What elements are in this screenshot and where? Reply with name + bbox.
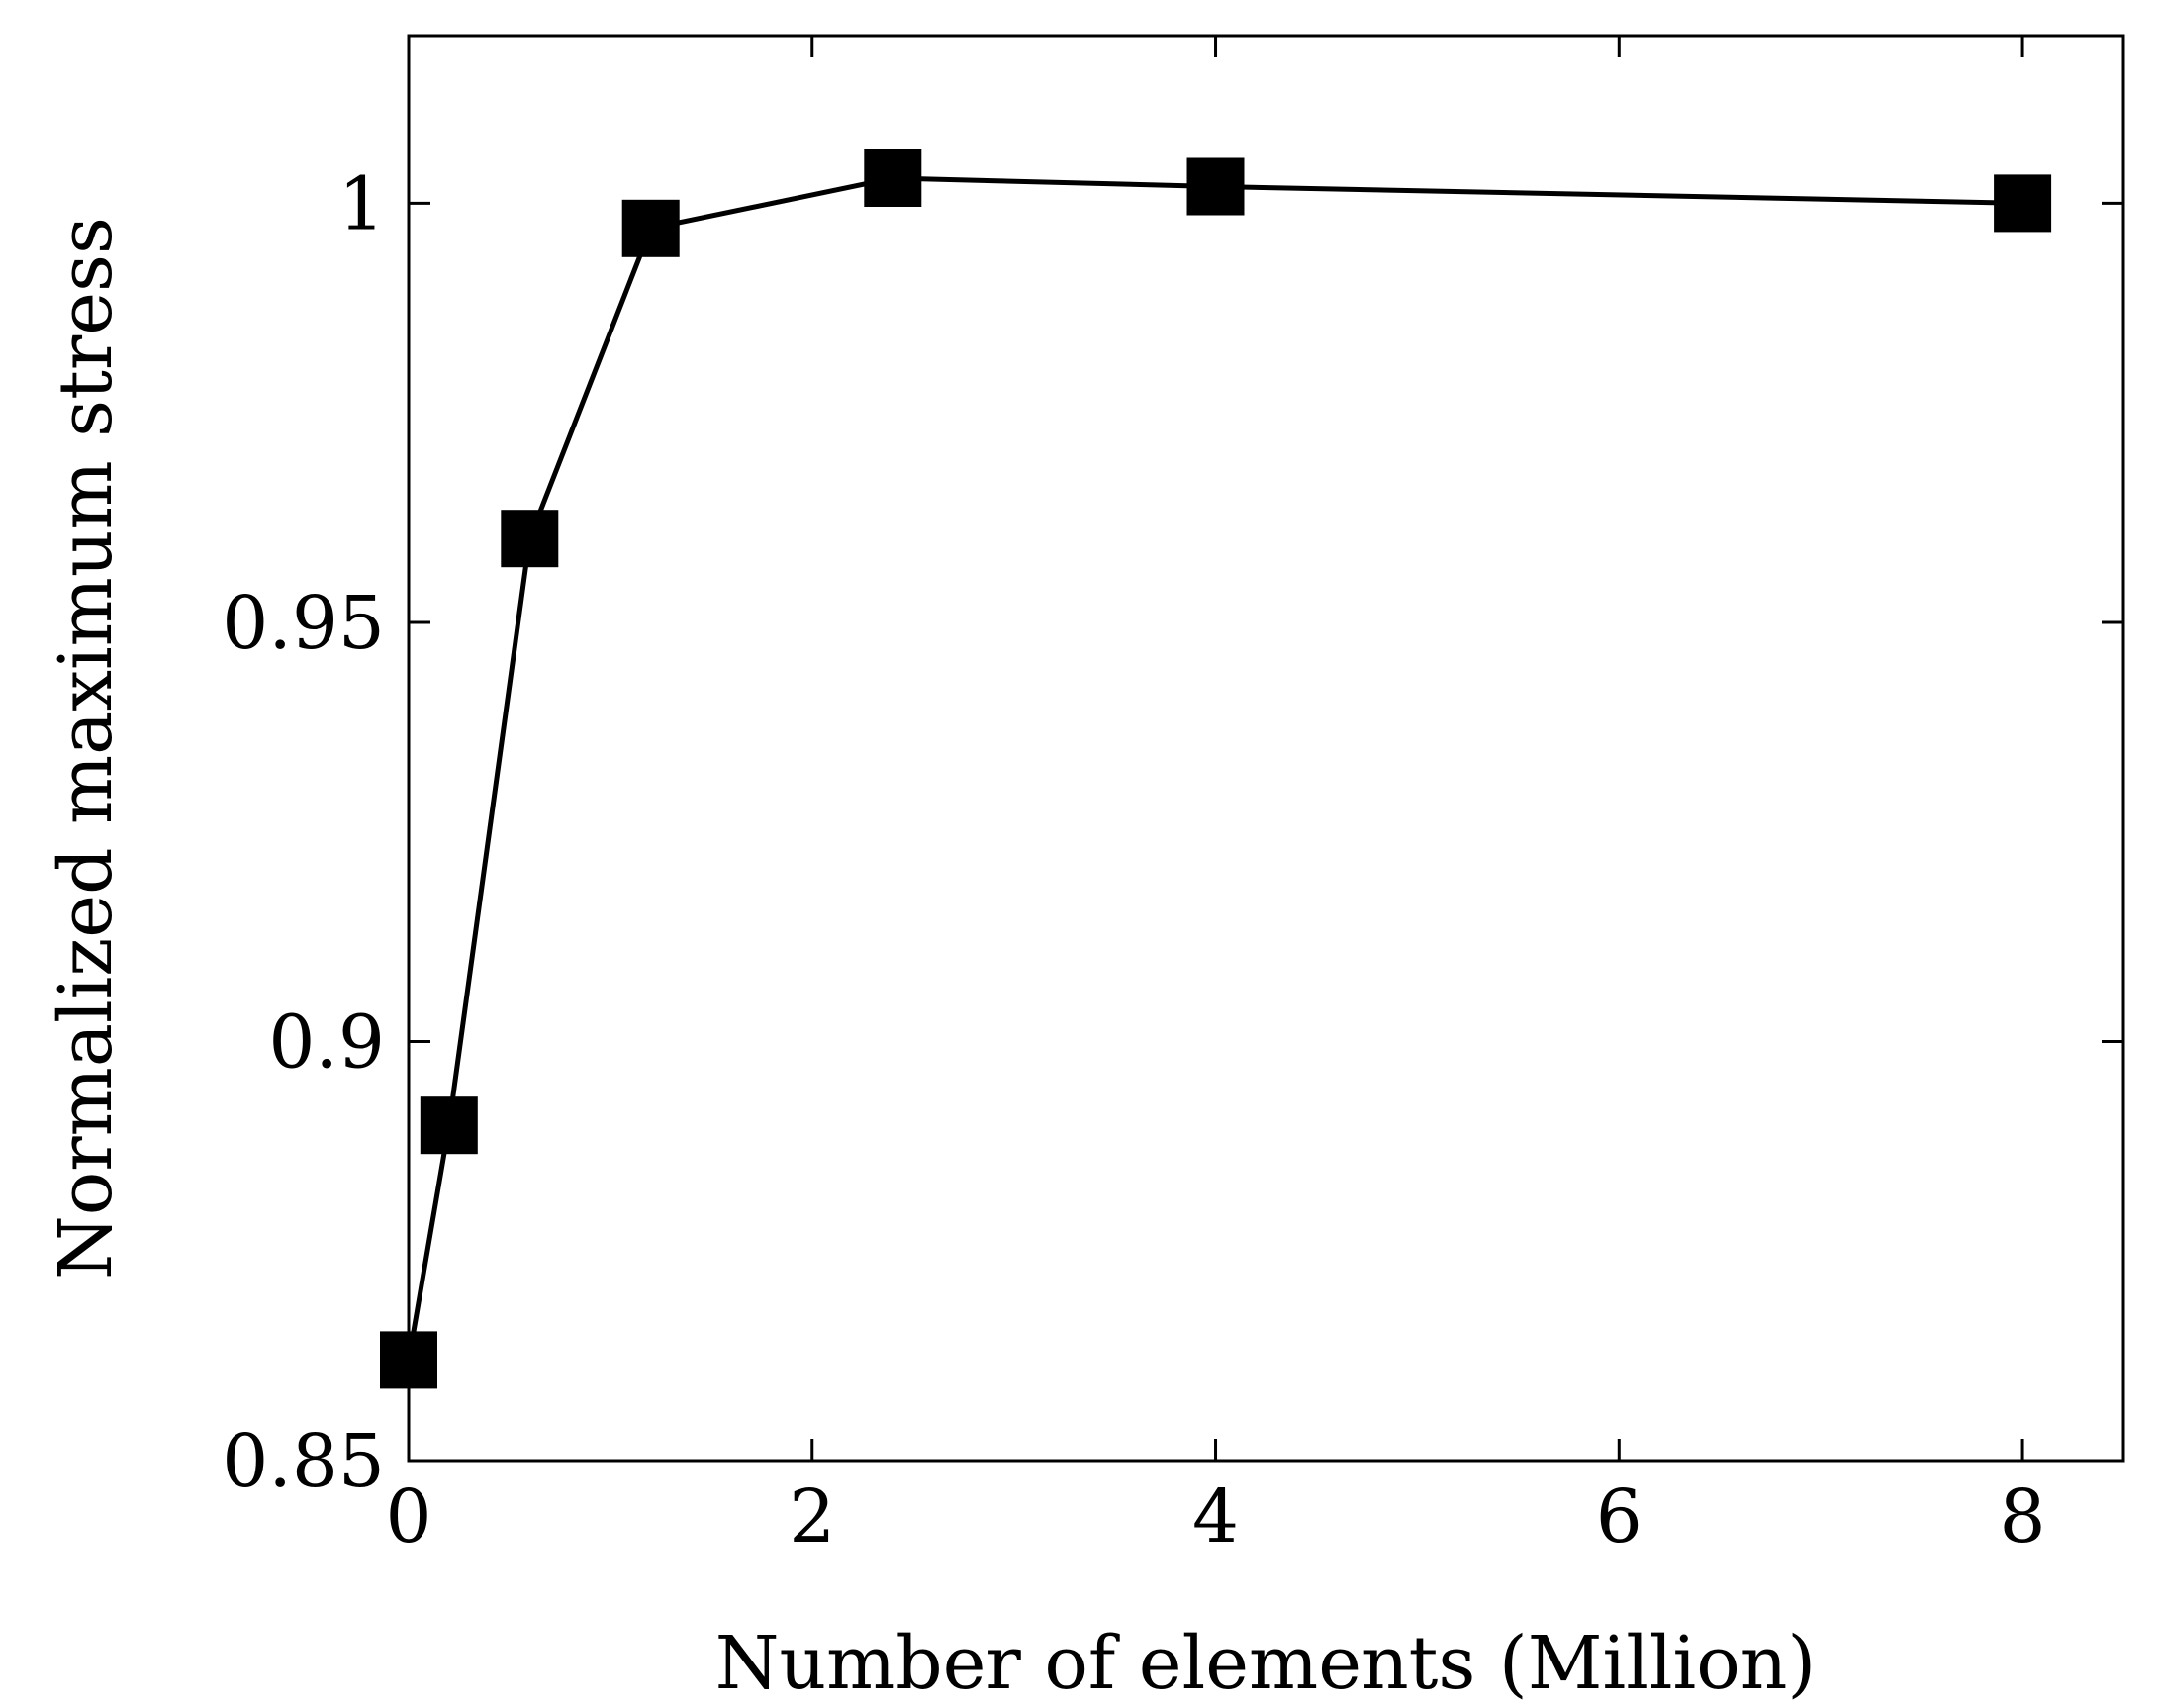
y-tick-label: 0.9 [268, 999, 385, 1085]
data-point-marker [621, 199, 680, 257]
tick-labels: 0 2 4 6 8 0.85 0.9 0.95 1 [222, 161, 2045, 1560]
data-point-marker [1186, 157, 1245, 216]
data-point-marker [501, 510, 559, 568]
y-tick-label: 0.85 [222, 1419, 385, 1504]
x-tick-label: 6 [1596, 1474, 1643, 1560]
data-point-marker [864, 149, 922, 207]
x-tick-label: 4 [1192, 1474, 1239, 1560]
plot-frame [407, 34, 2125, 1463]
data-point-marker [1994, 174, 2052, 233]
data-point-marker [420, 1096, 478, 1155]
tick-marks [407, 36, 2123, 1463]
y-tick-label: 0.95 [222, 581, 385, 666]
x-tick-label: 0 [385, 1474, 431, 1560]
data-series [380, 149, 2052, 1389]
x-axis-title: Number of elements (Million) [715, 1621, 1817, 1706]
y-tick-label: 1 [338, 161, 385, 246]
y-axis-title: Normalized maximum stress [44, 217, 129, 1280]
x-tick-label: 8 [2000, 1474, 2046, 1560]
data-point-marker [380, 1331, 437, 1389]
series-line [406, 175, 2023, 1361]
x-tick-label: 2 [789, 1474, 835, 1560]
